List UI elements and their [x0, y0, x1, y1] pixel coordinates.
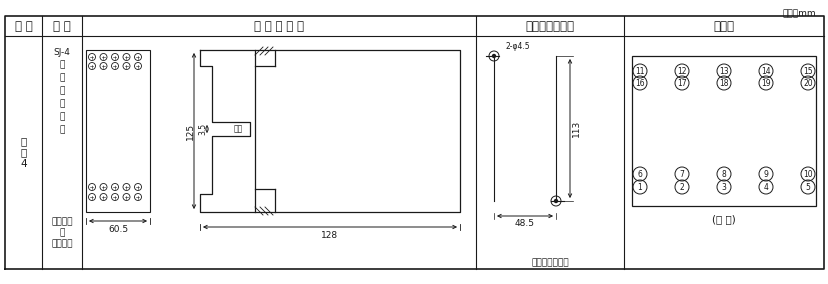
Text: 15: 15: [802, 66, 811, 76]
Text: 7: 7: [679, 170, 684, 179]
Text: 5: 5: [805, 183, 810, 191]
Bar: [86, 50, 150, 212]
Text: 2: 2: [679, 183, 684, 191]
Text: 接: 接: [60, 112, 65, 122]
Text: SJ-4: SJ-4: [54, 47, 70, 57]
Text: 9: 9: [763, 170, 768, 179]
Text: 18: 18: [719, 78, 728, 87]
Text: 螺钉安装: 螺钉安装: [51, 239, 73, 248]
Text: 安装开孔尺寸图: 安装开孔尺寸图: [525, 20, 574, 32]
Text: 端子图: 端子图: [713, 20, 734, 32]
Text: 式: 式: [60, 87, 65, 95]
Text: 螺钉安装开孔图: 螺钉安装开孔图: [531, 258, 568, 268]
Text: 图 号: 图 号: [15, 20, 32, 32]
Text: 凸: 凸: [60, 60, 65, 70]
Text: 单位：mm: 单位：mm: [782, 9, 815, 18]
Text: 14: 14: [760, 66, 770, 76]
Text: 128: 128: [321, 231, 338, 239]
Text: 出: 出: [60, 74, 65, 82]
Text: 或: 或: [60, 229, 65, 237]
Text: 60.5: 60.5: [108, 224, 128, 233]
Text: 线: 线: [60, 126, 65, 135]
Text: 3: 3: [720, 183, 725, 191]
Text: 4: 4: [763, 183, 768, 191]
Text: 11: 11: [634, 66, 644, 76]
Text: 外 形 尺 寸 图: 外 形 尺 寸 图: [253, 20, 304, 32]
Text: 前: 前: [60, 99, 65, 108]
Text: 8: 8: [720, 170, 725, 179]
Text: 17: 17: [676, 78, 686, 87]
Text: 附
图
4: 附 图 4: [20, 136, 26, 169]
Text: 16: 16: [634, 78, 644, 87]
Text: 12: 12: [676, 66, 686, 76]
Text: 20: 20: [802, 78, 811, 87]
Text: (正 视): (正 视): [711, 214, 735, 224]
Text: 2-φ4.5: 2-φ4.5: [505, 42, 530, 51]
Text: 48.5: 48.5: [514, 218, 534, 227]
Text: 10: 10: [802, 170, 811, 179]
Text: 13: 13: [719, 66, 728, 76]
Text: 1: 1: [637, 183, 642, 191]
Text: 3.5: 3.5: [198, 123, 207, 135]
Text: 125: 125: [185, 122, 195, 139]
Circle shape: [554, 199, 556, 202]
Text: 结 构: 结 构: [53, 20, 70, 32]
Text: 6: 6: [637, 170, 642, 179]
Bar: [631, 56, 815, 206]
Text: 19: 19: [760, 78, 770, 87]
Text: 卡槽: 卡槽: [233, 124, 243, 133]
Circle shape: [492, 55, 495, 57]
Text: 113: 113: [570, 120, 580, 137]
Text: 卡轨安装: 卡轨安装: [51, 218, 73, 227]
